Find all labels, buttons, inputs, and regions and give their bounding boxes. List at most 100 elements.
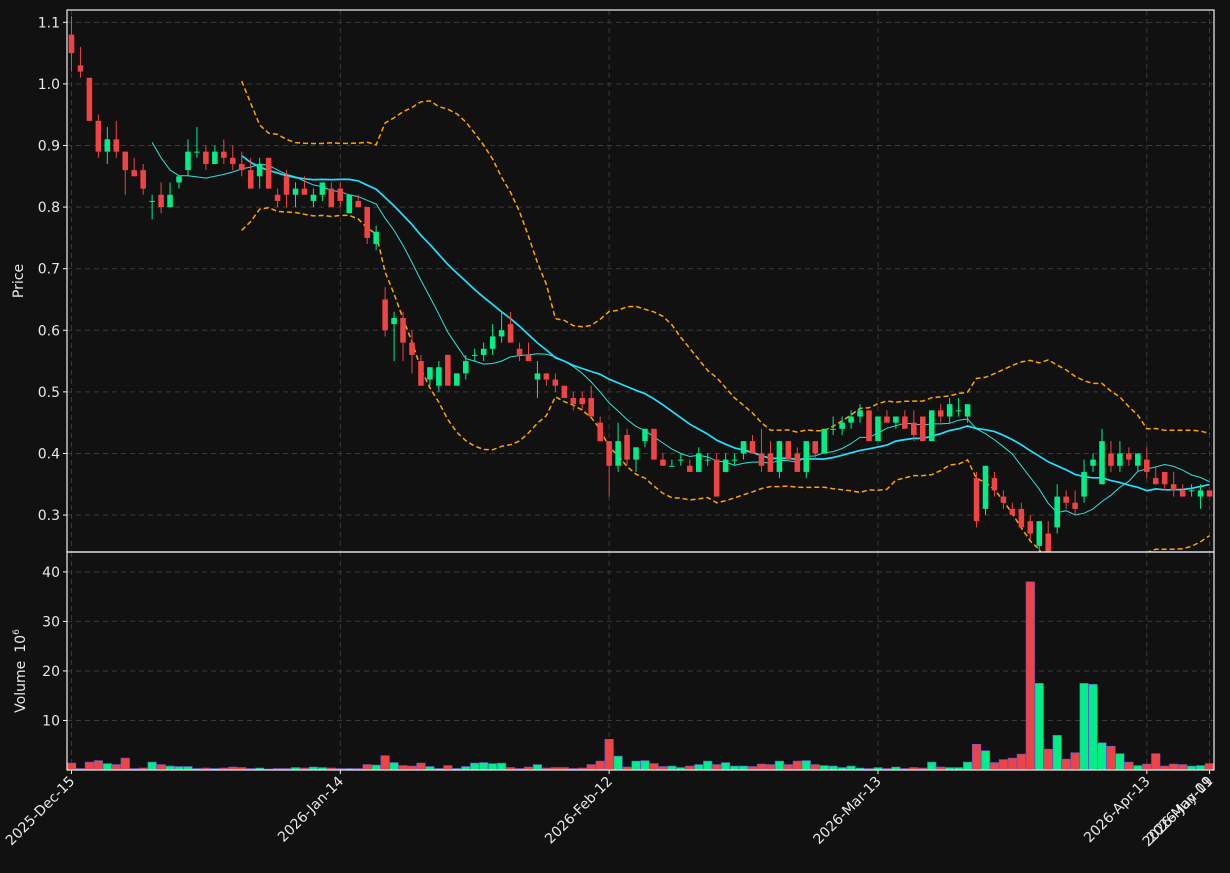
candle-body xyxy=(615,441,621,466)
volume-ytick: 10 xyxy=(42,713,60,729)
volume-bar xyxy=(640,760,650,771)
volume-bar xyxy=(497,762,507,771)
price-ytick: 1.0 xyxy=(38,77,60,93)
candle-body xyxy=(1197,490,1204,497)
candle-body xyxy=(167,194,173,208)
volume-bar xyxy=(120,757,130,771)
price-ytick: 0.5 xyxy=(38,385,60,401)
volume-bar xyxy=(703,760,713,771)
candle-body xyxy=(77,65,84,72)
candle-body xyxy=(86,77,93,121)
candle-body xyxy=(462,361,469,374)
price-ytick: 1.1 xyxy=(38,15,60,31)
candle-body xyxy=(785,441,792,460)
candle-body xyxy=(713,459,720,497)
candle-body xyxy=(158,194,164,208)
candle-body xyxy=(256,163,263,177)
volume-bar xyxy=(532,764,543,771)
price-ytick: 0.6 xyxy=(38,323,60,339)
candle-body xyxy=(606,441,612,466)
candle-body xyxy=(561,385,568,399)
candle-body xyxy=(893,416,899,423)
candle-body xyxy=(991,478,998,491)
candle-body xyxy=(1117,453,1123,466)
candle-body xyxy=(176,176,182,183)
volume-bar xyxy=(1142,763,1152,771)
volume-bar xyxy=(111,764,121,771)
volume-bar xyxy=(371,764,381,771)
volume-bar xyxy=(488,763,498,771)
candle-body xyxy=(95,120,102,152)
volume-bar xyxy=(604,738,614,771)
candle-body xyxy=(946,404,953,417)
volume-bar xyxy=(1007,757,1017,771)
candle-body xyxy=(534,373,541,380)
volume-bar xyxy=(1097,742,1107,771)
volume-bar xyxy=(470,762,480,771)
candle-body xyxy=(1063,496,1069,503)
volume-axis-label-sup: 6 xyxy=(12,629,22,635)
volume-bar xyxy=(102,763,112,771)
candle-body xyxy=(955,410,962,412)
candle-body xyxy=(471,354,478,356)
volume-bar xyxy=(595,760,605,771)
volume-bar xyxy=(756,763,767,771)
candle-body xyxy=(884,416,890,423)
candle-body xyxy=(1054,496,1060,528)
candle-body xyxy=(185,151,191,171)
candle-body xyxy=(570,398,577,405)
candle-body xyxy=(265,157,272,189)
candle-body xyxy=(1161,471,1168,485)
candle-body xyxy=(328,188,335,208)
candle-body xyxy=(767,453,774,472)
volume-bar xyxy=(801,760,811,771)
volume-bar xyxy=(774,760,784,771)
candle-body xyxy=(454,373,460,386)
volume-bar xyxy=(1178,764,1188,771)
candle-body xyxy=(839,422,845,429)
volume-bar xyxy=(1133,765,1143,771)
candle-body xyxy=(113,139,120,152)
volume-bar xyxy=(963,761,973,771)
candle-body xyxy=(588,398,594,417)
candle-body xyxy=(247,170,254,189)
candle-body xyxy=(857,410,863,417)
volume-bar xyxy=(416,762,426,771)
candle-body xyxy=(221,151,227,158)
candle-body xyxy=(678,459,684,461)
candle-body xyxy=(1009,508,1016,516)
price-axis-label: Price xyxy=(11,264,27,298)
volume-bar xyxy=(1204,763,1215,771)
candle-body xyxy=(229,157,236,164)
volume-bar xyxy=(1061,758,1071,771)
candle-body xyxy=(489,336,496,349)
candle-body xyxy=(292,188,299,195)
volume-bar xyxy=(380,755,390,771)
candle-body xyxy=(875,416,881,442)
candle-body xyxy=(1099,441,1105,485)
candle-body xyxy=(382,299,388,331)
candle-body xyxy=(1108,453,1114,466)
candle-body xyxy=(301,188,308,195)
candle-body xyxy=(507,324,514,343)
candle-body xyxy=(1152,478,1159,485)
volume-bar xyxy=(389,762,399,771)
candle-body xyxy=(731,459,738,461)
volume-bar xyxy=(1124,761,1134,771)
candle-body xyxy=(633,447,639,460)
candle-body xyxy=(830,428,836,430)
volume-bar xyxy=(1088,684,1098,771)
candle-body xyxy=(543,373,550,380)
candle-body xyxy=(1206,490,1213,497)
price-ytick: 0.7 xyxy=(38,262,60,278)
volume-bar xyxy=(1115,753,1125,771)
candle-body xyxy=(642,428,648,442)
ma-long-line xyxy=(241,155,1210,492)
candle-body xyxy=(651,428,657,460)
volume-bar xyxy=(721,762,731,771)
volume-bar xyxy=(443,765,453,771)
candle-body xyxy=(911,422,917,435)
candle-body xyxy=(1126,453,1132,460)
